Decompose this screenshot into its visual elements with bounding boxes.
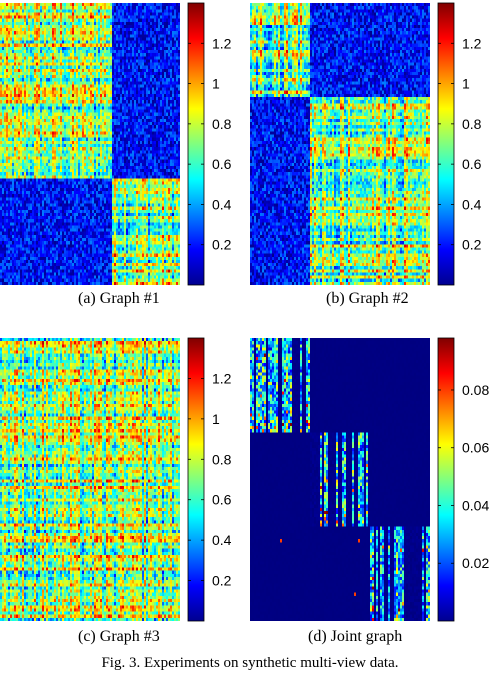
colorbar-tick-label-1-0: 0.2 — [462, 237, 482, 253]
colorbar-tick-label-2-4: 1 — [212, 411, 220, 427]
colorbar-3 — [437, 337, 455, 622]
colorbar-tick-label-0-2: 0.6 — [212, 156, 232, 172]
colorbar-tick-label-0-4: 1 — [212, 76, 220, 92]
colorbar-tick-label-3-3: 0.08 — [462, 382, 489, 398]
colorbar-2 — [187, 337, 205, 622]
colorbar-0 — [187, 2, 205, 286]
colorbar-tick-label-2-0: 0.2 — [212, 573, 232, 589]
colorbar-tick-label-2-2: 0.6 — [212, 492, 232, 508]
colorbar-tick-label-1-4: 1 — [462, 76, 470, 92]
subplot-caption-b: (b) Graph #2 — [326, 290, 409, 307]
colorbar-tick-label-3-2: 0.06 — [462, 440, 489, 456]
colorbar-tick-label-0-1: 0.4 — [212, 196, 232, 212]
colorbar-tick-label-1-3: 0.8 — [462, 116, 482, 132]
colorbar-tick-label-0-0: 0.2 — [212, 237, 232, 253]
figure-caption: Fig. 3. Experiments on synthetic multi-v… — [101, 655, 399, 671]
heatmap-image-1 — [250, 3, 430, 285]
colorbar-tick-label-1-2: 0.6 — [462, 156, 482, 172]
colorbar-tick-label-3-1: 0.04 — [462, 497, 489, 513]
subplot-caption-c: (c) Graph #3 — [78, 628, 160, 645]
colorbar-tick-label-2-1: 0.4 — [212, 532, 232, 548]
subplot-caption-d: (d) Joint graph — [308, 628, 403, 645]
heatmap-image-2 — [0, 338, 180, 621]
colorbar-tick-label-0-5: 1.2 — [212, 35, 232, 51]
colorbar-tick-label-1-5: 1.2 — [462, 35, 482, 51]
colorbar-tick-label-3-0: 0.02 — [462, 555, 489, 571]
colorbar-tick-label-2-3: 0.8 — [212, 451, 232, 467]
colorbar-tick-label-2-5: 1.2 — [212, 370, 232, 386]
heatmap-image-3 — [250, 338, 430, 621]
colorbar-1 — [437, 2, 455, 286]
subplot-caption-a: (a) Graph #1 — [78, 290, 160, 307]
colorbar-tick-label-1-1: 0.4 — [462, 196, 482, 212]
heatmap-image-0 — [0, 3, 180, 285]
colorbar-tick-label-0-3: 0.8 — [212, 116, 232, 132]
